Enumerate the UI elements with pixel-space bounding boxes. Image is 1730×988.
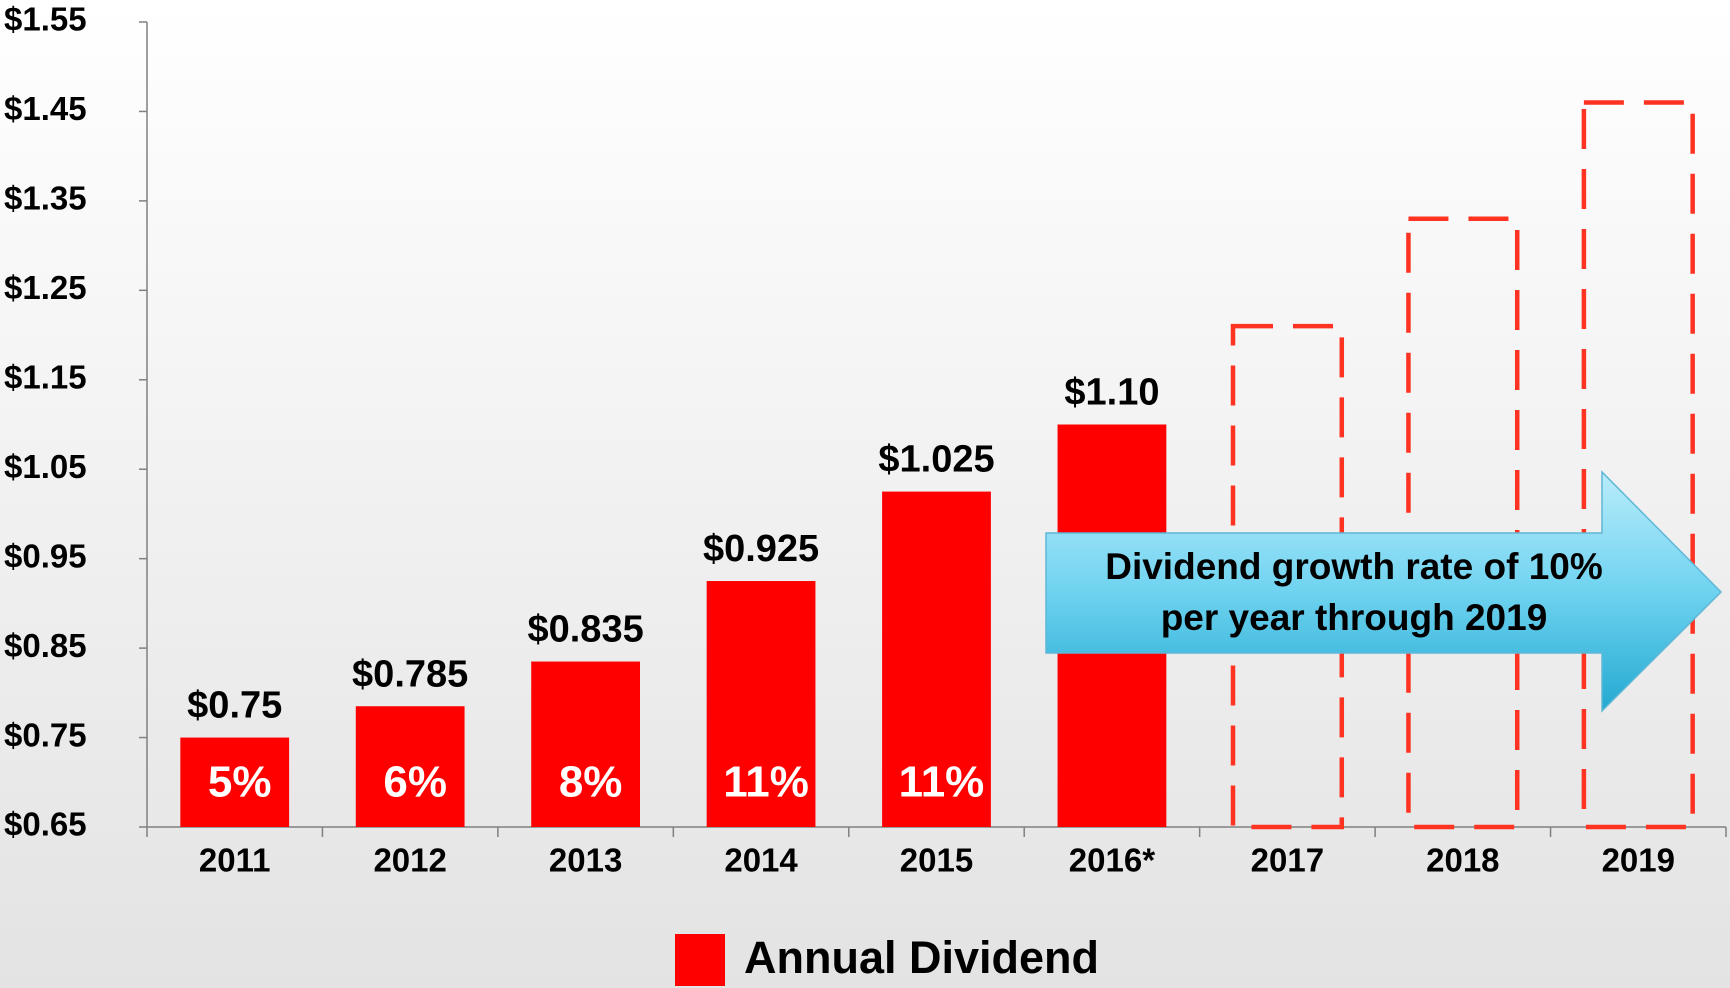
y-tick-label: $0.95	[4, 537, 87, 574]
growth-label: 5%	[208, 758, 272, 807]
y-tick-label: $0.65	[4, 806, 87, 843]
y-tick-label: $1.25	[4, 269, 87, 306]
data-label: $0.925	[703, 528, 819, 570]
bar	[531, 661, 640, 827]
y-tick-label: $1.45	[4, 90, 87, 127]
data-label: $1.10	[1064, 372, 1159, 414]
growth-label: 8%	[559, 758, 623, 807]
y-tick-label: $1.05	[4, 448, 87, 485]
x-tick-label: 2019	[1602, 842, 1675, 879]
annotation: Dividend growth rate of 10% per year thro…	[1105, 546, 1603, 638]
bar	[882, 491, 991, 827]
data-label: $0.75	[187, 685, 282, 727]
y-tick-label: $0.75	[4, 716, 87, 753]
bar	[355, 706, 465, 827]
x-tick-label: 2017	[1251, 842, 1324, 879]
x-tick-label: 2016*	[1069, 842, 1155, 879]
growth-label: 6%	[383, 758, 447, 807]
x-tick-label: 2014	[724, 842, 798, 879]
data-label: $0.835	[527, 609, 643, 651]
legend-label: Annual Dividend	[744, 932, 1099, 983]
y-tick-label: $1.35	[4, 180, 87, 217]
bar	[706, 581, 816, 827]
growth-label: 11%	[723, 758, 809, 807]
x-tick-label: 2012	[373, 842, 446, 879]
annotation-line: per year through 2019	[1161, 597, 1548, 638]
annotation-line: Dividend growth rate of 10%	[1105, 546, 1603, 587]
arrow	[1045, 470, 1723, 713]
bar	[180, 737, 290, 827]
x-tick-label: 2015	[900, 842, 973, 879]
y-tick-label: $1.15	[4, 358, 87, 395]
y-tick-label: $1.55	[4, 1, 87, 38]
data-label: $0.785	[352, 653, 468, 695]
x-tick-label: 2018	[1426, 842, 1499, 879]
legend-swatch	[675, 934, 725, 986]
plot: $0.65 $0.75 $0.85 $0.95 $1.05 $1.15 $1.25 $1.35…	[4, 1, 1727, 986]
x-tick-label: 2011	[199, 842, 271, 879]
data-label: $1.025	[878, 439, 994, 481]
x-tick-label: 2013	[549, 842, 622, 879]
growth-label: 11%	[899, 758, 985, 807]
y-tick-label: $0.85	[4, 627, 87, 664]
